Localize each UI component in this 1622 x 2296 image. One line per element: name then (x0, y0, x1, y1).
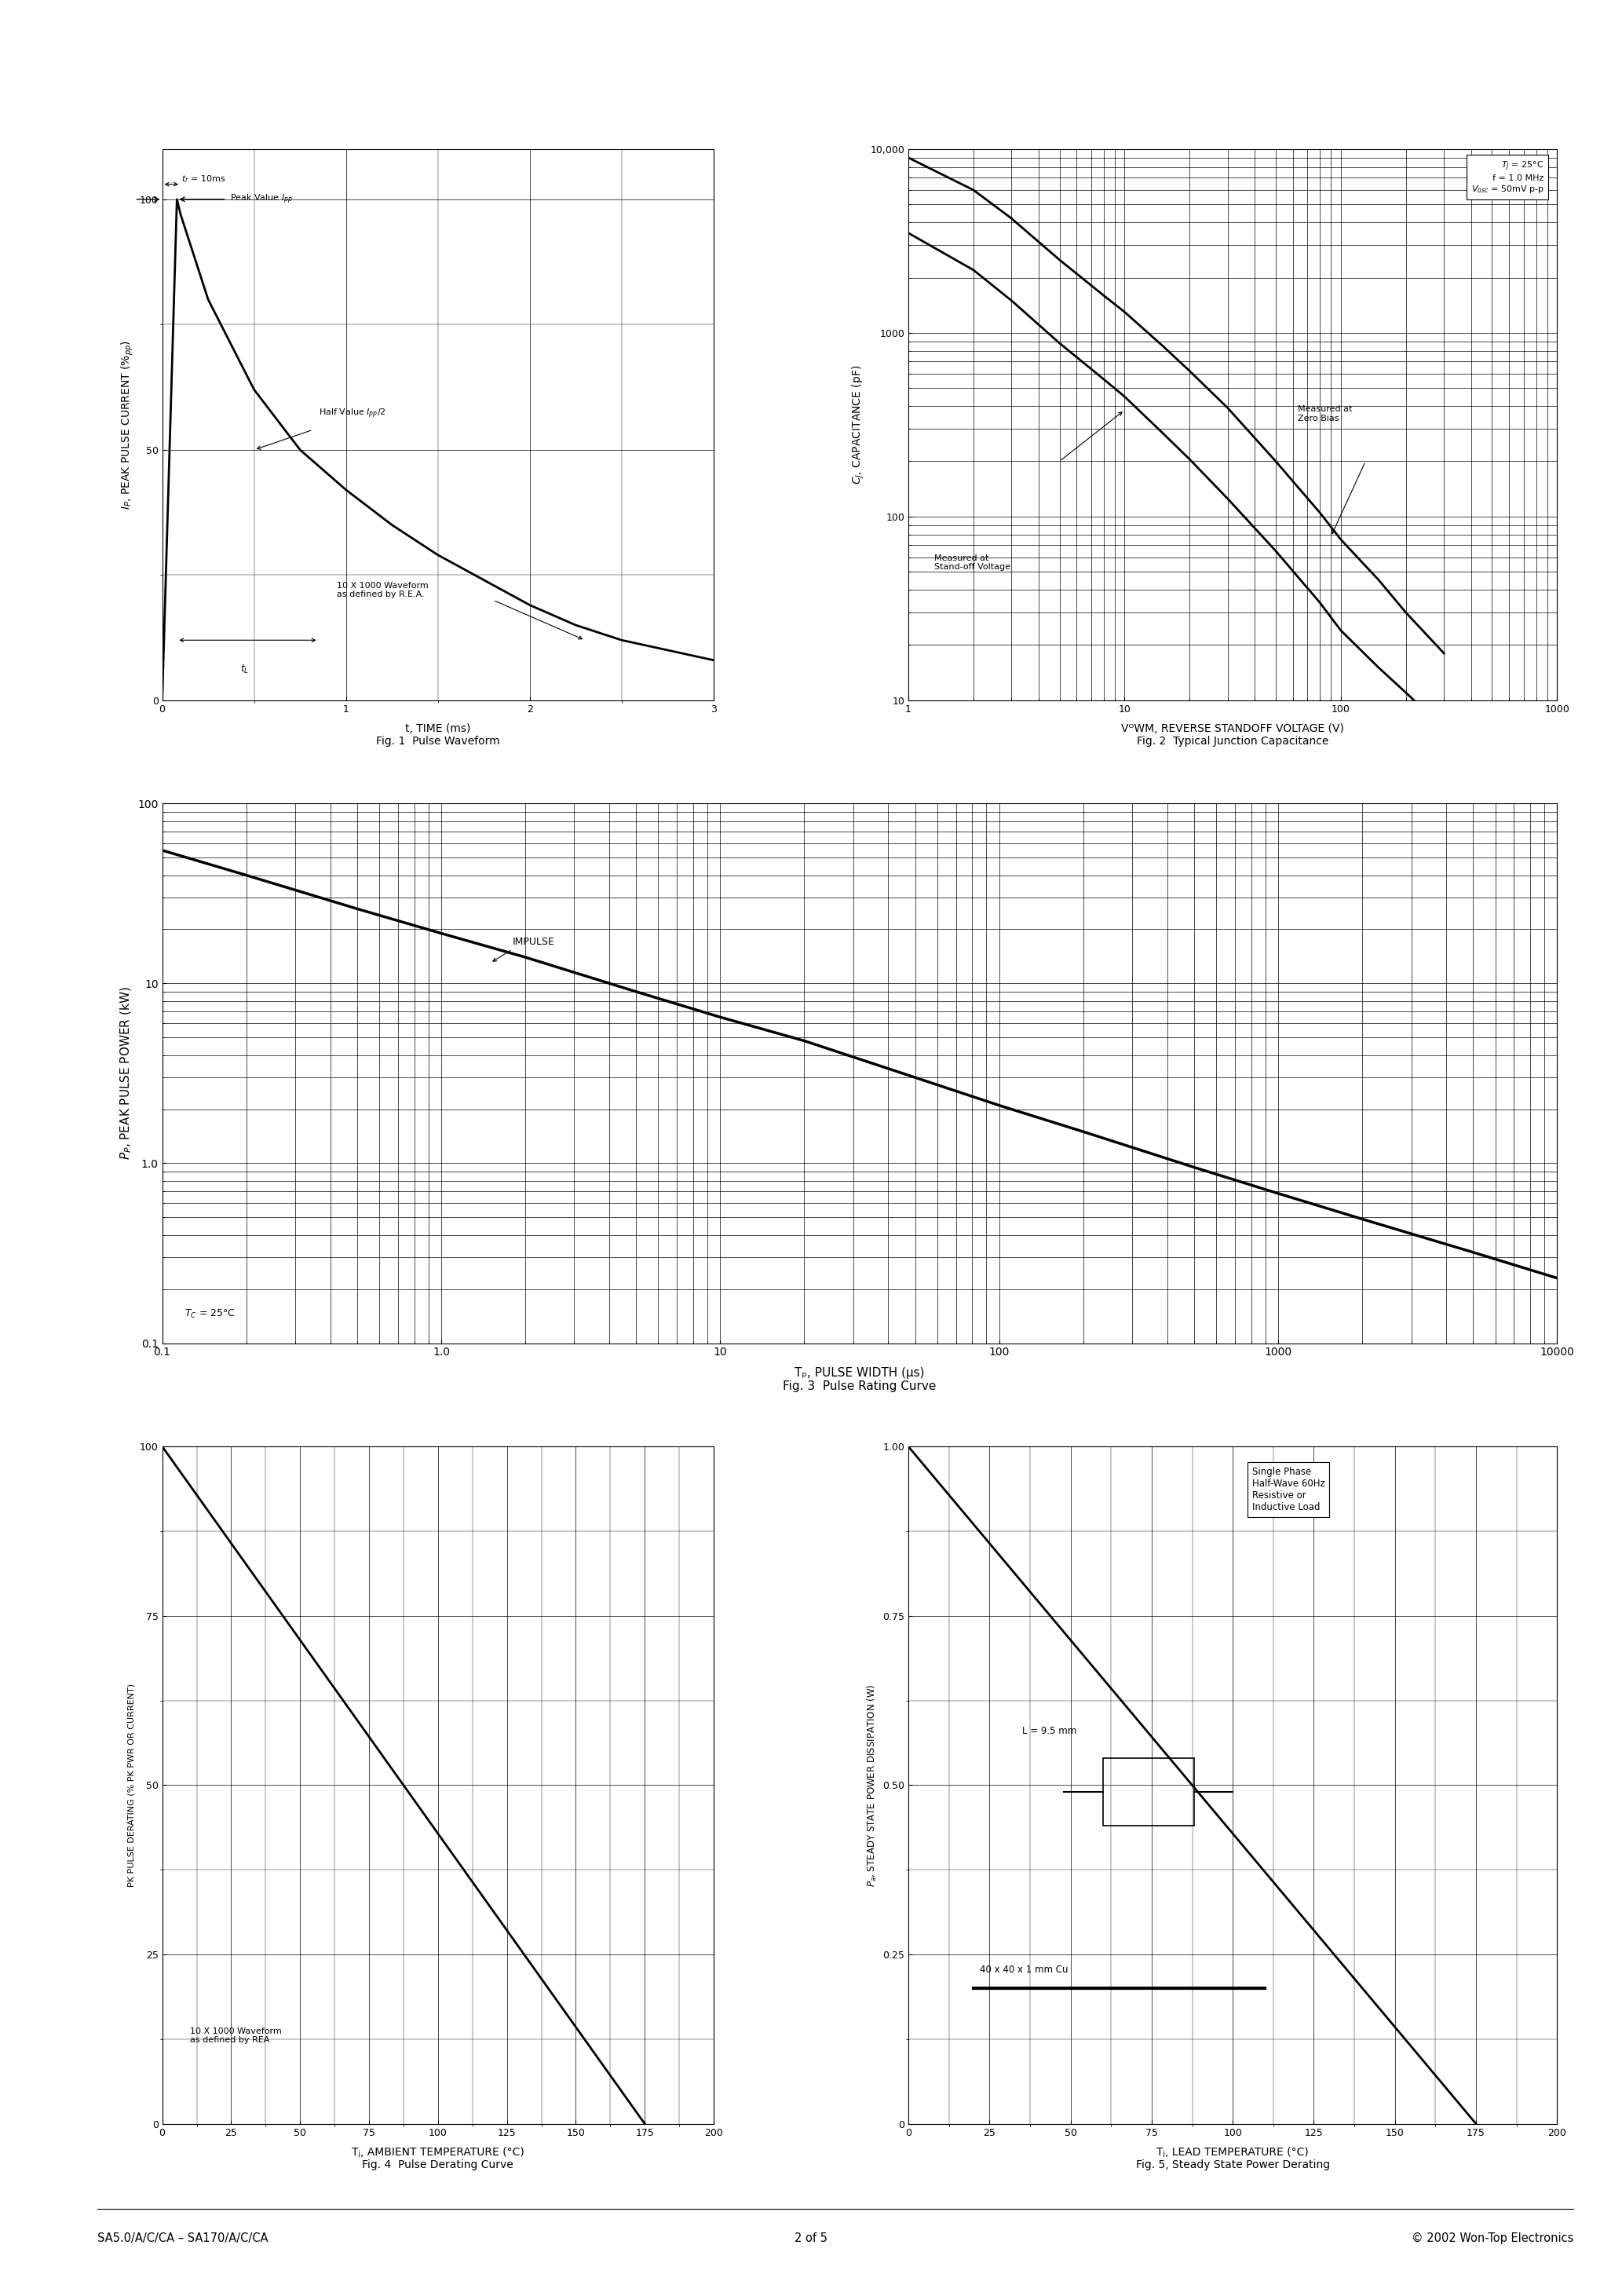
Text: IMPULSE: IMPULSE (513, 937, 555, 946)
Text: SA5.0/A/C/CA – SA170/A/C/CA: SA5.0/A/C/CA – SA170/A/C/CA (97, 2232, 268, 2245)
Text: 2 of 5: 2 of 5 (795, 2232, 827, 2245)
Text: $t_r$ = 10ms: $t_r$ = 10ms (182, 174, 225, 184)
X-axis label: t, TIME (ms)
Fig. 1  Pulse Waveform: t, TIME (ms) Fig. 1 Pulse Waveform (376, 723, 500, 746)
Y-axis label: $P_a$, STEADY STATE POWER DISSIPATION (W): $P_a$, STEADY STATE POWER DISSIPATION (W… (866, 1683, 878, 1887)
Bar (1103, 1759, 1194, 1825)
Text: Half Value $I_{pp}/2$: Half Value $I_{pp}/2$ (318, 406, 386, 420)
Y-axis label: $C_J$, CAPACITANCE (pF): $C_J$, CAPACITANCE (pF) (850, 365, 866, 484)
Text: 10 X 1000 Waveform
as defined by R.E.A.: 10 X 1000 Waveform as defined by R.E.A. (337, 581, 428, 599)
Text: Single Phase
Half-Wave 60Hz
Resistive or
Inductive Load: Single Phase Half-Wave 60Hz Resistive or… (1252, 1467, 1325, 1513)
Y-axis label: $I_P$, PEAK PULSE CURRENT (%$_{pp}$): $I_P$, PEAK PULSE CURRENT (%$_{pp}$) (120, 340, 135, 510)
X-axis label: VᴼWM, REVERSE STANDOFF VOLTAGE (V)
Fig. 2  Typical Junction Capacitance: VᴼWM, REVERSE STANDOFF VOLTAGE (V) Fig. … (1121, 723, 1345, 746)
Text: © 2002 Won-Top Electronics: © 2002 Won-Top Electronics (1411, 2232, 1573, 2245)
Text: 10 X 1000 Waveform
as defined by REA: 10 X 1000 Waveform as defined by REA (190, 2027, 282, 2043)
Text: $T_C$ = 25°C: $T_C$ = 25°C (185, 1309, 235, 1320)
Text: L = 9.5 mm: L = 9.5 mm (1022, 1727, 1077, 1736)
Text: $T_J$ = 25°C
f = 1.0 MHz
$V_{osc}$ = 50mV p-p: $T_J$ = 25°C f = 1.0 MHz $V_{osc}$ = 50m… (1471, 161, 1544, 195)
Y-axis label: $P_P$, PEAK PULSE POWER (kW): $P_P$, PEAK PULSE POWER (kW) (118, 987, 133, 1159)
Text: Measured at
Stand-off Voltage: Measured at Stand-off Voltage (934, 553, 1011, 572)
X-axis label: Tₚ, PULSE WIDTH (μs)
Fig. 3  Pulse Rating Curve: Tₚ, PULSE WIDTH (μs) Fig. 3 Pulse Rating… (783, 1366, 936, 1391)
Text: Peak Value $I_{pp}$: Peak Value $I_{pp}$ (230, 193, 294, 207)
Text: Measured at
Zero Bias: Measured at Zero Bias (1298, 406, 1353, 422)
Text: 40 x 40 x 1 mm Cu: 40 x 40 x 1 mm Cu (980, 1965, 1067, 1975)
Text: $t_L$: $t_L$ (240, 664, 250, 675)
X-axis label: Tⱼ, LEAD TEMPERATURE (°C)
Fig. 5, Steady State Power Derating: Tⱼ, LEAD TEMPERATURE (°C) Fig. 5, Steady… (1135, 2147, 1330, 2170)
X-axis label: Tⱼ, AMBIENT TEMPERATURE (°C)
Fig. 4  Pulse Derating Curve: Tⱼ, AMBIENT TEMPERATURE (°C) Fig. 4 Puls… (352, 2147, 524, 2170)
Y-axis label: PK PULSE DERATING (% PK PWR OR CURRENT): PK PULSE DERATING (% PK PWR OR CURRENT) (128, 1683, 135, 1887)
